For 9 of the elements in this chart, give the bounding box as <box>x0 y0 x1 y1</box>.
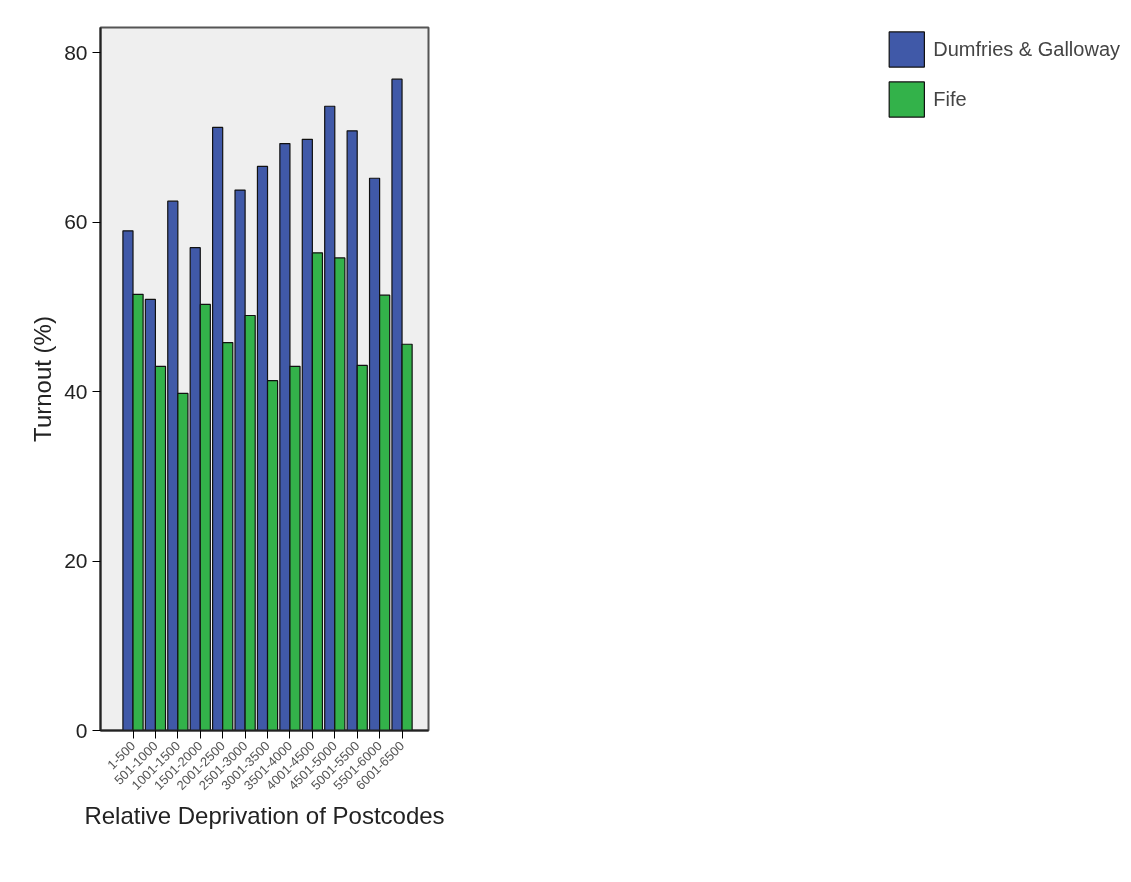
x-axis-title: Relative Deprivation of Postcodes <box>84 801 445 829</box>
legend-label: Fife <box>933 87 967 111</box>
y-tick-label: 20 <box>64 549 88 573</box>
legend-label: Dumfries & Galloway <box>933 37 1120 61</box>
y-tick-label: 80 <box>64 40 88 64</box>
y-axis-title: Turnout (%) <box>29 316 57 442</box>
y-tick-label: 40 <box>64 379 88 403</box>
y-tick-label: 0 <box>75 718 88 742</box>
y-tick-label: 60 <box>64 210 88 234</box>
